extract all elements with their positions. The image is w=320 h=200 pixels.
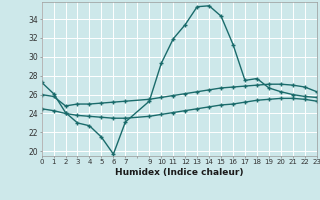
X-axis label: Humidex (Indice chaleur): Humidex (Indice chaleur) [115, 168, 244, 177]
